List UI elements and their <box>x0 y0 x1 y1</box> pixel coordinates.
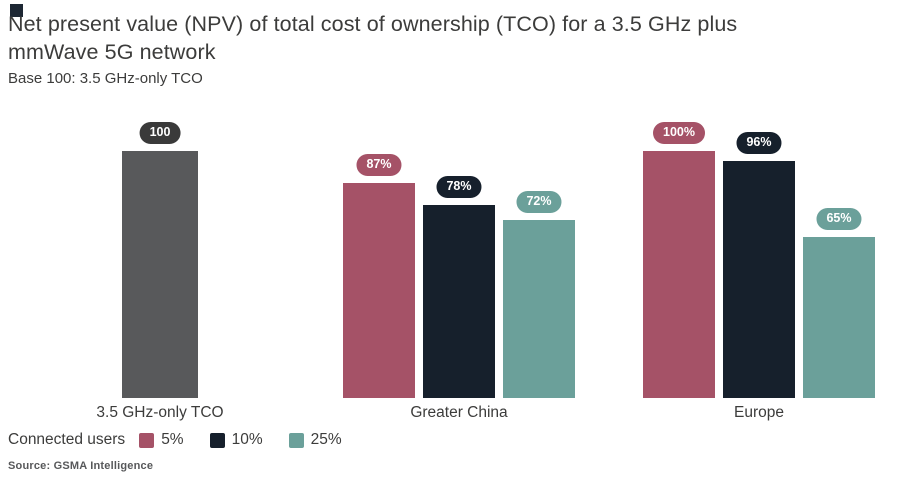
legend-title: Connected users <box>8 431 126 448</box>
value-badge-europe-10-: 96% <box>736 132 782 154</box>
value-badge-greater-china-5-: 87% <box>356 154 402 176</box>
bar-greater-china-10-: 78% <box>423 176 495 398</box>
legend-swatch-icon-25 <box>288 432 304 448</box>
bar-group-35ghz-only-tco: 100 <box>122 122 198 398</box>
bar-group-europe: 100% 96% 65% <box>643 122 875 398</box>
bar-3-5-ghz-only-tco-base: 100 <box>122 122 198 398</box>
legend-swatch-icon-10 <box>209 432 225 448</box>
legend: Connected users 5% 10% 25% <box>8 431 368 449</box>
legend-entry-label-5: 5% <box>161 431 184 448</box>
legend-entries: 5% 10% 25% <box>139 431 367 449</box>
bar-plot: 100 87% 78% 72% 100% 96% 65% <box>0 120 900 398</box>
legend-entry-label-25: 25% <box>310 431 342 448</box>
value-badge-europe-25-: 65% <box>816 208 862 230</box>
legend-swatch-icon-5 <box>139 432 155 448</box>
brand-square-icon <box>10 4 23 17</box>
bar-greater-china-25-: 72% <box>503 191 575 398</box>
legend-entry-label-10: 10% <box>231 431 263 448</box>
legend-entry-25: 25% <box>288 431 342 449</box>
category-label-greater-china: Greater China <box>410 404 508 421</box>
legend-entry-10: 10% <box>209 431 263 449</box>
bar-greater-china-5-: 87% <box>343 154 415 398</box>
bar-group-greater-china: 87% 78% 72% <box>343 154 575 398</box>
chart-title-line2: mmWave 5G network <box>8 40 216 64</box>
bar-europe-10-: 96% <box>723 132 795 398</box>
value-badge-greater-china-25-: 72% <box>516 191 562 213</box>
chart-title-line1: Net present value (NPV) of total cost of… <box>8 12 738 36</box>
source-note: Source: GSMA Intelligence <box>8 460 154 472</box>
bar-europe-5-: 100% <box>643 122 715 398</box>
chart-subtitle: Base 100: 3.5 GHz-only TCO <box>8 70 203 87</box>
chart-title: Net present value (NPV) of total cost of… <box>8 10 868 66</box>
value-badge-europe-5-: 100% <box>653 122 705 144</box>
category-label-35ghz-only-tco: 3.5 GHz-only TCO <box>96 404 224 421</box>
category-label-europe: Europe <box>734 404 784 421</box>
legend-entry-5: 5% <box>139 431 184 449</box>
bar-europe-25-: 65% <box>803 208 875 398</box>
value-badge-greater-china-10-: 78% <box>436 176 482 198</box>
value-badge-3-5-ghz-only-tco-base: 100 <box>139 122 181 144</box>
